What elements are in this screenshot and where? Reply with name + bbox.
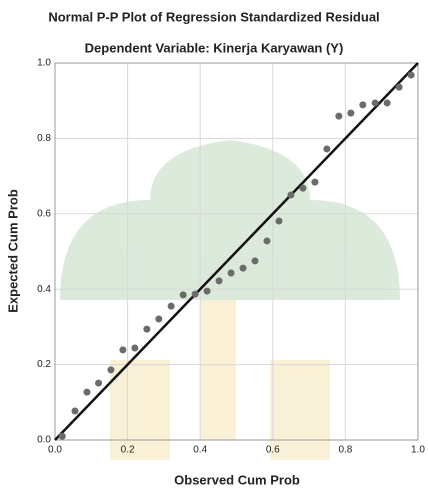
point	[396, 84, 403, 91]
x-tick-label: 1.0	[411, 445, 425, 456]
point	[131, 345, 138, 352]
point	[192, 291, 199, 298]
point	[155, 315, 162, 322]
x-tick-label: 0.4	[193, 445, 207, 456]
chart: Normal P-P Plot of Regression Standardiz…	[0, 0, 428, 489]
point	[335, 113, 342, 120]
y-tick-label: 0.2	[37, 359, 51, 370]
y-tick-label: 1.0	[37, 58, 51, 69]
point	[204, 288, 211, 295]
point	[59, 433, 66, 440]
point	[384, 99, 391, 106]
point	[408, 72, 415, 79]
point	[180, 291, 187, 298]
point	[143, 326, 150, 333]
point	[168, 303, 175, 310]
point	[323, 145, 330, 152]
point	[83, 389, 90, 396]
watermark	[60, 140, 400, 460]
x-tick-label: 0.8	[338, 445, 352, 456]
point	[95, 380, 102, 387]
y-tick-label: 0.4	[37, 284, 51, 295]
point	[275, 217, 282, 224]
point	[287, 191, 294, 198]
point	[311, 179, 318, 186]
y-tick-label: 0.6	[37, 208, 51, 219]
x-tick-label: 0.2	[121, 445, 135, 456]
point	[252, 257, 259, 264]
point	[119, 346, 126, 353]
point	[299, 185, 306, 192]
x-tick-label: 0.6	[266, 445, 280, 456]
y-tick-label: 0.8	[37, 133, 51, 144]
point	[71, 407, 78, 414]
chart-title: Normal P-P Plot of Regression Standardiz…	[48, 9, 379, 24]
y-axis-label: Expected Cum Prob	[5, 189, 20, 313]
x-tick-label: 0.0	[48, 445, 62, 456]
point	[263, 237, 270, 244]
point	[216, 277, 223, 284]
point	[240, 265, 247, 272]
point	[228, 269, 235, 276]
point	[107, 366, 114, 373]
x-axis-label: Observed Cum Prob	[174, 472, 300, 487]
point	[372, 99, 379, 106]
chart-subtitle: Dependent Variable: Kinerja Karyawan (Y)	[85, 40, 344, 55]
point	[359, 101, 366, 108]
point	[347, 110, 354, 117]
